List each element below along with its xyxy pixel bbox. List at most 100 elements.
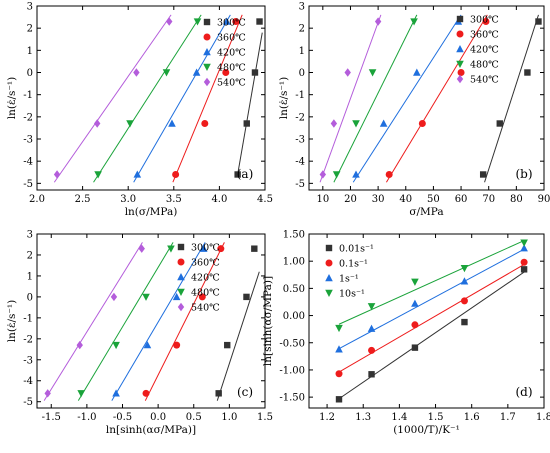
- y-tick-label: -1.50: [279, 393, 305, 404]
- data-point: [352, 120, 360, 128]
- panel-a: 2.0 2.5 3.0 3.5 4.0 4.5 -5 -4 -3 -2 -1 0 1 2 3 ln(σ/MPa…: [5, 2, 273, 219]
- data-point: [411, 321, 419, 329]
- data-point: [256, 18, 263, 25]
- plot-frame: [308, 233, 545, 409]
- plot-frame: [36, 5, 266, 191]
- fit-line: [77, 242, 174, 401]
- legend-marker: [203, 63, 211, 71]
- x-tick-label: 1.3: [355, 412, 371, 423]
- data-point: [413, 68, 421, 76]
- panel-label: (b): [515, 167, 532, 181]
- data-point: [411, 299, 419, 307]
- legend-label: 540℃: [191, 303, 220, 314]
- panel-label: (a): [237, 167, 254, 181]
- fit-line: [352, 14, 462, 183]
- legend-marker: [456, 45, 464, 53]
- data-point: [112, 389, 120, 397]
- data-point: [192, 68, 201, 76]
- fit-line: [319, 14, 382, 183]
- data-point: [110, 292, 118, 302]
- legend-label: 300℃: [217, 18, 246, 29]
- legend-marker: [203, 33, 211, 41]
- legend-marker: [203, 48, 211, 56]
- legend-label: 360℃: [217, 33, 246, 44]
- legend: 300℃ 360℃ 420℃ 480℃ 540℃: [456, 15, 499, 86]
- legend-label: 300℃: [470, 15, 499, 26]
- data-point: [199, 244, 208, 252]
- y-tick-label: 1: [27, 46, 33, 57]
- fit-line: [338, 271, 525, 400]
- y-tick-label: -5: [23, 179, 33, 190]
- x-tick-label: 1.5: [428, 412, 444, 423]
- data-point: [524, 69, 531, 76]
- x-tick-label: 2.5: [75, 194, 91, 205]
- legend-label: 480℃: [470, 60, 499, 71]
- x-axis-label: σ/MPa: [409, 206, 443, 218]
- y-tick-label: -1: [295, 90, 305, 101]
- fit-line: [338, 248, 525, 350]
- x-tick-label: 10: [316, 194, 329, 205]
- panel-label: (c): [237, 385, 253, 399]
- legend-marker: [325, 244, 333, 252]
- fit-line: [216, 271, 260, 401]
- data-point: [535, 18, 542, 25]
- data-point: [243, 293, 250, 301]
- fit-line: [93, 14, 202, 183]
- data-point: [332, 171, 341, 179]
- panel-b: 10 20 30 40 50 60 70 80 90 -5 -4 -3 -2 -1 0 1 2 3 σ/MPa ln(…: [277, 2, 550, 219]
- x-tick-label: 1.6: [464, 412, 480, 423]
- data-point: [166, 17, 173, 26]
- legend-marker: [177, 243, 185, 251]
- data-point: [335, 370, 343, 378]
- data-point: [418, 119, 426, 127]
- data-point: [193, 18, 202, 26]
- data-point: [143, 341, 152, 349]
- x-tick-label: 70: [482, 194, 495, 205]
- y-tick-label: 1.50: [283, 230, 305, 241]
- x-tick-label: 1.0: [221, 412, 237, 423]
- y-tick-label: -5: [295, 179, 305, 190]
- data-point: [460, 297, 468, 305]
- data-point: [335, 324, 343, 333]
- fit-line: [53, 14, 172, 183]
- data-point: [344, 68, 351, 77]
- data-point: [410, 18, 418, 26]
- fit-line: [338, 240, 525, 325]
- data-point: [374, 17, 382, 26]
- y-tick-label: -3: [23, 135, 33, 146]
- y-tick-label: 0.00: [283, 311, 305, 322]
- data-point: [172, 170, 180, 178]
- y-tick-label: 3: [27, 230, 33, 241]
- data-point: [251, 69, 259, 76]
- legend-marker: [456, 74, 464, 84]
- data-point: [411, 278, 419, 286]
- data-point: [133, 68, 140, 77]
- data-point: [367, 324, 376, 332]
- data-point: [198, 293, 206, 301]
- data-point: [520, 258, 528, 266]
- x-tick-label: 20: [344, 194, 357, 205]
- legend-marker: [177, 302, 185, 312]
- legend-marker: [203, 18, 211, 26]
- data-point: [368, 371, 375, 378]
- y-tick-label: 2: [27, 24, 33, 35]
- y-axis-label: ln[sinh(ασ/MPa)]: [262, 276, 274, 366]
- data-point: [94, 171, 102, 179]
- y-tick-label: 0: [27, 68, 33, 79]
- x-tick-label: 50: [427, 194, 440, 205]
- x-tick-label: -0.5: [113, 412, 132, 423]
- legend-marker: [325, 289, 333, 297]
- fit-line: [484, 14, 539, 183]
- data-point: [251, 245, 258, 252]
- legend-label: 0.1s⁻¹: [339, 259, 368, 270]
- data-point: [53, 170, 61, 179]
- data-point: [112, 341, 120, 350]
- data-point: [460, 265, 469, 273]
- data-point: [215, 390, 222, 397]
- x-tick-label: 30: [372, 194, 385, 205]
- legend-label: 360℃: [191, 258, 220, 269]
- y-tick-label: 0.50: [283, 284, 305, 295]
- data-point: [243, 120, 250, 127]
- x-tick-label: 4.5: [257, 194, 273, 205]
- legend-marker: [177, 273, 185, 281]
